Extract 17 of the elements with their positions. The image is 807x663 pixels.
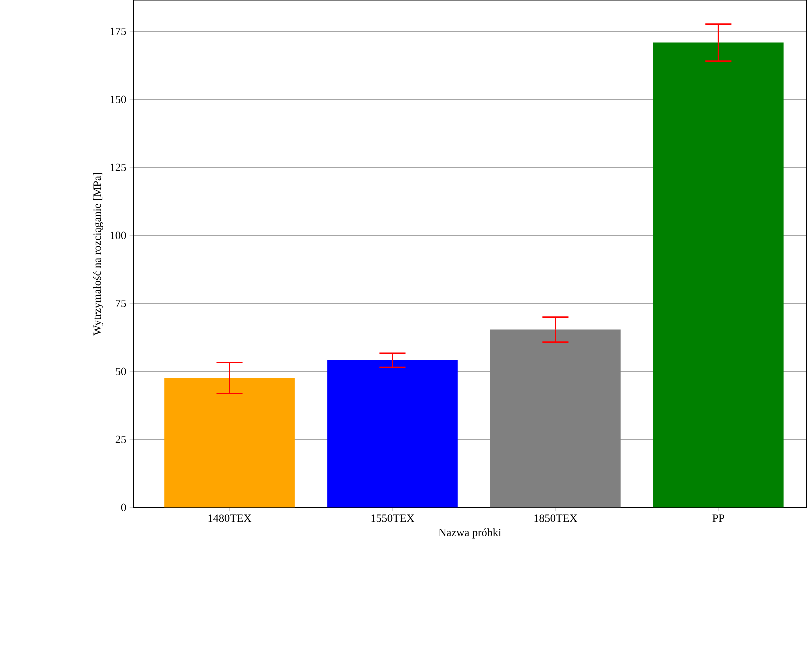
y-tick-label: 0 xyxy=(121,504,126,512)
x-tick-label: 1550TEX xyxy=(372,514,415,522)
x-tick-label: 1850TEX xyxy=(534,514,578,522)
bar xyxy=(164,378,295,508)
y-tick-label: 25 xyxy=(116,436,126,444)
bar xyxy=(653,42,784,508)
x-tick-label: PP xyxy=(712,514,724,522)
y-tick-label: 125 xyxy=(110,164,126,172)
y-tick-label: 175 xyxy=(110,28,126,36)
y-axis-title: Wytrzymałość na rozciąganie [MPa] xyxy=(93,173,104,336)
y-tick-label: 150 xyxy=(110,96,126,104)
y-tick-label: 100 xyxy=(110,232,126,240)
y-tick-label: 50 xyxy=(116,368,126,376)
y-tick-label: 75 xyxy=(116,300,126,308)
x-tick-label: 1480TEX xyxy=(208,514,252,522)
bar xyxy=(328,360,458,508)
x-axis-title: Nazwa próbki xyxy=(438,528,502,539)
